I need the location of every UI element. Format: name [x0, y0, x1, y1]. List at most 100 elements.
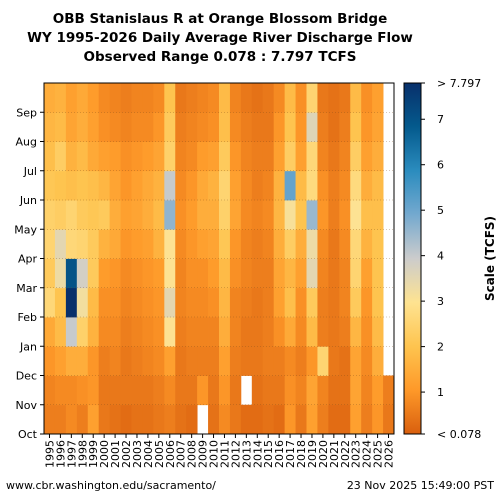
- y-tick-label: Sep: [16, 106, 37, 119]
- heat-cell: [131, 200, 143, 230]
- heat-cell: [251, 258, 264, 289]
- heat-cell: [120, 404, 132, 435]
- heat-cell: [197, 317, 209, 347]
- x-tick-label: 2005: [153, 440, 166, 468]
- y-tick-label: Aug: [16, 136, 37, 149]
- heat-cell: [328, 287, 340, 318]
- heat-cell: [306, 346, 318, 376]
- heat-cell: [273, 258, 286, 289]
- heat-cell: [131, 375, 143, 406]
- heat-cell: [197, 375, 209, 406]
- heat-cell: [306, 200, 318, 230]
- heat-cell: [98, 317, 111, 347]
- heat-cell: [273, 200, 286, 230]
- x-tick-label: 2007: [175, 440, 188, 468]
- heat-cell: [328, 404, 340, 435]
- chart-title: OBB Stanislaus R at Orange Blossom Bridg…: [0, 10, 440, 67]
- heat-cell: [175, 346, 187, 376]
- heat-cell: [306, 141, 318, 172]
- heat-cell: [295, 170, 307, 201]
- heat-cell: [350, 346, 362, 376]
- heat-cell: [219, 229, 231, 259]
- heat-cell: [317, 200, 329, 230]
- source-url: www.cbr.washington.edu/sacramento/: [6, 479, 216, 492]
- heat-cell: [175, 404, 187, 435]
- heat-cell: [317, 404, 329, 435]
- heat-cell: [361, 170, 373, 201]
- heat-cell: [295, 375, 307, 406]
- heat-cell: [142, 112, 154, 142]
- heat-cell: [142, 141, 154, 172]
- heat-cell: [44, 229, 56, 259]
- heat-cell: [44, 317, 56, 347]
- heat-cell: [197, 287, 209, 318]
- heat-cell: [98, 141, 111, 172]
- heat-cell: [361, 346, 373, 376]
- heat-cell: [262, 258, 275, 289]
- heat-cell: [54, 317, 67, 347]
- heat-cell: [54, 258, 67, 289]
- heat-cell: [65, 200, 78, 230]
- heat-cell: [361, 112, 373, 142]
- heat-cell: [317, 83, 329, 113]
- y-tick-label: Feb: [18, 311, 37, 324]
- heat-cell: [54, 112, 67, 142]
- heat-cell: [153, 170, 165, 201]
- heat-cell: [251, 170, 264, 201]
- heat-cell: [98, 404, 111, 435]
- heat-cell: [98, 112, 111, 142]
- heat-cell: [306, 258, 318, 289]
- heat-cell: [175, 375, 187, 406]
- heat-cell: [273, 404, 286, 435]
- heat-cell: [120, 112, 132, 142]
- heat-cell: [306, 287, 318, 318]
- heat-cell: [175, 229, 187, 259]
- x-tick-label: 2017: [284, 440, 297, 468]
- heat-cell: [295, 200, 307, 230]
- heat-cell: [284, 346, 296, 376]
- heat-cell: [339, 141, 351, 172]
- heat-cell: [317, 317, 329, 347]
- heat-cell: [76, 404, 89, 435]
- heat-cell: [98, 170, 111, 201]
- x-tick-label: 2024: [361, 440, 374, 468]
- heat-cell: [317, 141, 329, 172]
- heat-cell: [273, 375, 286, 406]
- x-tick-label: 2011: [218, 440, 231, 468]
- heat-cell: [229, 375, 242, 406]
- colorbar-tick-label: > 7.797: [437, 77, 481, 90]
- chart-title-line-2: WY 1995-2026 Daily Average River Dischar…: [27, 30, 413, 46]
- heat-cell: [197, 141, 209, 172]
- heat-cell: [98, 287, 111, 318]
- heat-cell: [44, 141, 56, 172]
- heat-cell: [317, 112, 329, 142]
- heat-cell: [131, 170, 143, 201]
- heat-cell: [87, 141, 100, 172]
- heat-cell: [328, 112, 340, 142]
- heat-cell: [383, 375, 395, 406]
- heat-cell: [361, 375, 373, 406]
- heat-cell: [142, 375, 154, 406]
- heat-cell: [109, 346, 121, 376]
- heat-cell: [44, 112, 56, 142]
- heat-cell: [284, 170, 296, 201]
- heat-cell: [284, 200, 296, 230]
- colorbar-tick-label: 7: [437, 113, 444, 126]
- heat-cell: [229, 200, 242, 230]
- heat-cell: [219, 375, 231, 406]
- heat-cell: [339, 287, 351, 318]
- colorbar-tick-label: 4: [437, 250, 444, 263]
- heat-cell: [44, 287, 56, 318]
- heat-cell: [153, 229, 165, 259]
- heat-cell: [153, 287, 165, 318]
- heat-cell: [372, 229, 384, 259]
- heat-cell: [350, 200, 362, 230]
- heat-cell: [153, 375, 165, 406]
- heat-cell: [142, 287, 154, 318]
- heat-cell: [372, 170, 384, 201]
- heat-cell: [361, 258, 373, 289]
- heat-cell: [240, 170, 253, 201]
- colorbar-tick-label: 2: [437, 341, 444, 354]
- heat-cell: [109, 170, 121, 201]
- x-tick-label: 2026: [383, 440, 396, 468]
